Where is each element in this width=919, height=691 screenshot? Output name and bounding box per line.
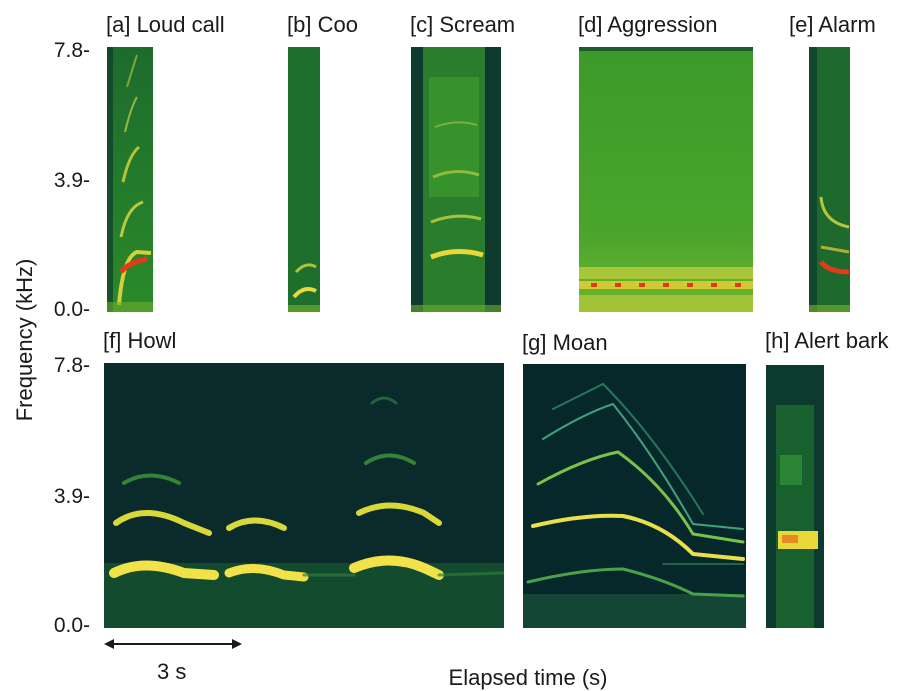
panel-title-h: [h] Alert bark: [765, 328, 889, 353]
y-tick-top-7.8: 7.8-: [53, 39, 90, 62]
y-tick-top-3.9: 3.9-: [53, 169, 90, 192]
panel-title-g: [g] Moan: [522, 330, 608, 355]
spectrogram-b: [288, 47, 320, 312]
y-axis-label: Frequency (kHz): [12, 258, 37, 422]
panel-title-b: [b] Coo: [287, 12, 358, 37]
panel-title-c: [c] Scream: [410, 12, 516, 37]
spectrogram-c: [411, 47, 501, 312]
spectrogram-h: [766, 365, 824, 628]
spectrogram-e: [809, 47, 850, 312]
x-axis-label: Elapsed time (s): [448, 665, 608, 690]
y-tick-bottom-3.9: 3.9-: [53, 485, 90, 508]
panel-title-e: [e] Alarm: [789, 12, 876, 37]
panel-title-d: [d] Aggression: [578, 12, 718, 37]
panel-title-a: [a] Loud call: [106, 12, 225, 37]
spectrogram-d: [579, 47, 753, 312]
spectrogram-f: [104, 363, 504, 628]
time-scale-bar: [104, 639, 242, 649]
spectrogram-g: [523, 364, 746, 628]
panel-title-f: [f] Howl: [103, 328, 177, 353]
y-tick-bottom-7.8: 7.8-: [53, 354, 90, 377]
time-scale-label: 3 s: [157, 659, 187, 684]
y-tick-top-0.0: 0.0-: [53, 298, 90, 321]
y-tick-bottom-0.0: 0.0-: [53, 614, 90, 637]
spectrogram-a: [107, 47, 153, 312]
